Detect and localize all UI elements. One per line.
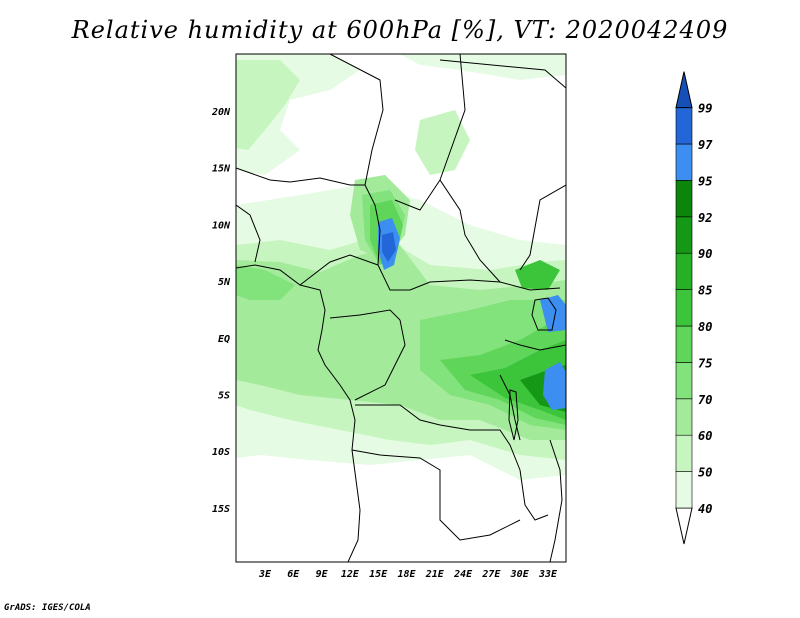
humidity-region-95 (543, 362, 566, 410)
border-line (504, 339, 566, 351)
colorbar-label: 92 (698, 211, 712, 225)
colorbar-box (675, 434, 693, 472)
longitude-label: 33E (538, 569, 558, 580)
colorbar-box (675, 325, 693, 363)
colorbar-label: 40 (698, 502, 712, 516)
colorbar-label: 90 (698, 247, 712, 261)
latitude-label: 5S (218, 391, 230, 402)
humidity-region-97 (382, 232, 396, 262)
colorbar-label: 95 (698, 174, 712, 188)
border-line (329, 54, 384, 186)
coastline (236, 264, 361, 562)
colorbar-box (675, 362, 693, 400)
longitude-label: 24E (453, 569, 473, 580)
colorbar-box (675, 143, 693, 181)
colorbar-label: 75 (698, 356, 712, 370)
longitude-label: 30E (510, 569, 530, 580)
colorbar-box (675, 398, 693, 436)
humidity-region-60 (415, 110, 470, 175)
map-title: Relative humidity at 600hPa [%], VT: 202… (71, 16, 729, 44)
colorbar-label: 85 (698, 284, 712, 298)
longitude-label: 3E (258, 569, 272, 580)
latitude-label: 10S (212, 447, 230, 458)
border-line (236, 167, 365, 186)
border-line (394, 179, 441, 211)
colorbar-box (675, 107, 693, 145)
humidity-region-95 (540, 295, 566, 332)
longitude-label: 12E (341, 569, 360, 580)
humidity-field (236, 54, 566, 480)
humidity-region-60 (236, 60, 300, 150)
humidity-region-75 (236, 265, 295, 300)
longitude-label: 6E (287, 569, 300, 580)
colorbar-label: 60 (698, 429, 712, 443)
border-line (499, 374, 521, 441)
border-line (439, 59, 566, 89)
border-line (236, 204, 261, 263)
latitude-label: 20N (211, 107, 231, 118)
lake-outline (531, 297, 557, 331)
border-line (351, 449, 521, 541)
colorbar: 40 50 60 70 75 80 85 90 92 95 97 99 (675, 71, 713, 545)
colorbar-box (675, 180, 693, 218)
longitude-label: 21E (425, 569, 445, 580)
border-line (355, 404, 521, 471)
border-line (299, 254, 379, 286)
longitude-label: 27E (481, 569, 501, 580)
border-line (409, 279, 561, 291)
latitude-labels: 20N 15N 10N 5N EQ 5S 10S 15S (211, 107, 231, 515)
colorbar-label: 50 (698, 466, 712, 480)
latitude-label: 15S (212, 504, 230, 515)
colorbar-upper-triangle (675, 71, 693, 109)
map-frame (235, 53, 567, 563)
borders (236, 54, 566, 562)
colorbar-box (675, 216, 693, 254)
latitude-label: 15N (212, 164, 231, 175)
border-line (364, 184, 410, 291)
colorbar-label: 97 (698, 138, 713, 152)
border-line (329, 309, 401, 321)
colorbar-lower-triangle (675, 507, 693, 545)
border-line (519, 469, 549, 521)
border-line (519, 184, 566, 271)
colorbar-box (675, 289, 693, 327)
longitude-labels: 3E 6E 9E 12E 15E 18E 21E 24E 27E 30E 33E (258, 569, 558, 580)
longitude-label: 9E (316, 569, 329, 580)
credits-footer: GrADS: IGES/COLA (4, 603, 91, 613)
border-line (549, 439, 563, 562)
border-line (439, 54, 501, 283)
border-line (354, 319, 406, 401)
lake-outline (508, 389, 519, 441)
longitude-label: 18E (397, 569, 416, 580)
longitude-label: 15E (369, 569, 388, 580)
colorbar-box (675, 252, 693, 290)
humidity-region-85 (515, 260, 560, 290)
colorbar-label: 80 (698, 320, 712, 334)
latitude-label: 10N (212, 220, 231, 231)
colorbar-label: 70 (698, 393, 712, 407)
colorbar-label: 99 (698, 102, 712, 116)
latitude-label: EQ (218, 334, 230, 345)
colorbar-box (675, 471, 693, 509)
latitude-label: 5N (218, 277, 231, 288)
